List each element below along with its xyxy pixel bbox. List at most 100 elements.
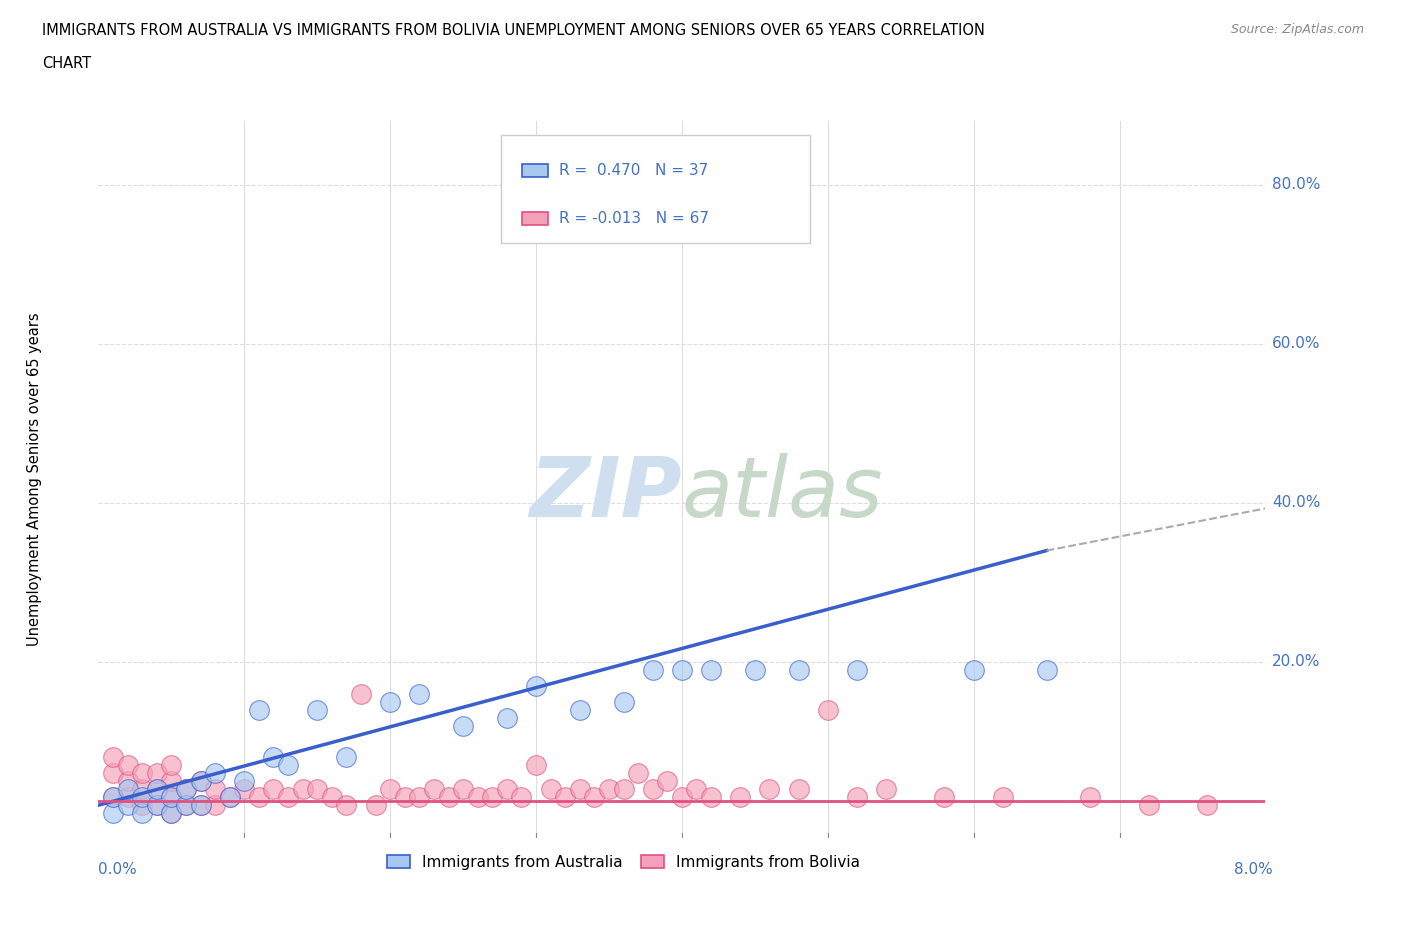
Text: 60.0%: 60.0% <box>1272 336 1320 352</box>
Point <box>496 782 519 797</box>
Text: 0.0%: 0.0% <box>98 862 138 877</box>
Point <box>131 766 153 781</box>
Point <box>277 758 299 773</box>
Point <box>101 750 124 764</box>
Point <box>190 798 212 813</box>
Text: IMMIGRANTS FROM AUSTRALIA VS IMMIGRANTS FROM BOLIVIA UNEMPLOYMENT AMONG SENIORS : IMMIGRANTS FROM AUSTRALIA VS IMMIGRANTS … <box>42 23 986 38</box>
Point <box>146 798 169 813</box>
Point <box>174 798 197 813</box>
Text: 8.0%: 8.0% <box>1233 862 1272 877</box>
Point <box>335 798 357 813</box>
Point <box>671 662 693 677</box>
Point <box>423 782 446 797</box>
Point <box>218 790 240 804</box>
Point <box>1080 790 1102 804</box>
Point <box>160 774 183 789</box>
Point <box>481 790 503 804</box>
Point <box>568 702 591 717</box>
Point <box>131 782 153 797</box>
Point <box>146 798 169 813</box>
Point <box>845 790 868 804</box>
Point <box>190 774 212 789</box>
Point <box>131 790 153 804</box>
Point <box>160 805 183 820</box>
Point <box>204 766 226 781</box>
Point <box>437 790 460 804</box>
Point <box>612 782 634 797</box>
Point <box>524 758 547 773</box>
Text: Unemployment Among Seniors over 65 years: Unemployment Among Seniors over 65 years <box>27 312 42 645</box>
Point <box>787 782 810 797</box>
Point <box>787 662 810 677</box>
Text: R = -0.013   N = 67: R = -0.013 N = 67 <box>560 211 710 226</box>
Point <box>1035 662 1057 677</box>
Point <box>451 782 474 797</box>
Point <box>262 782 284 797</box>
FancyBboxPatch shape <box>501 135 810 243</box>
Point <box>146 782 169 797</box>
Text: Source: ZipAtlas.com: Source: ZipAtlas.com <box>1230 23 1364 36</box>
Point <box>451 718 474 733</box>
Point <box>174 782 197 797</box>
Point <box>598 782 620 797</box>
Text: 40.0%: 40.0% <box>1272 496 1320 511</box>
Point <box>1137 798 1160 813</box>
Point <box>612 695 634 710</box>
Point <box>700 662 723 677</box>
Point <box>496 711 519 725</box>
Point <box>467 790 489 804</box>
Point <box>117 790 139 804</box>
Point <box>758 782 780 797</box>
Point <box>1197 798 1219 813</box>
Point <box>380 782 402 797</box>
Point <box>583 790 606 804</box>
Text: 80.0%: 80.0% <box>1272 177 1320 193</box>
Point <box>174 782 197 797</box>
Point <box>101 790 124 804</box>
Point <box>350 686 373 701</box>
Point <box>117 782 139 797</box>
Point <box>962 662 984 677</box>
Point <box>233 774 256 789</box>
Point <box>845 662 868 677</box>
Point <box>321 790 343 804</box>
Point <box>190 798 212 813</box>
Point <box>233 782 256 797</box>
Point <box>204 798 226 813</box>
Point <box>394 790 416 804</box>
Point <box>190 774 212 789</box>
Point <box>627 766 650 781</box>
Point <box>875 782 897 797</box>
Point <box>641 662 664 677</box>
Point <box>247 702 270 717</box>
Point <box>160 805 183 820</box>
Legend: Immigrants from Australia, Immigrants from Bolivia: Immigrants from Australia, Immigrants fr… <box>381 848 866 876</box>
Point <box>247 790 270 804</box>
Point <box>160 790 183 804</box>
Point <box>204 782 226 797</box>
Text: R =  0.470   N = 37: R = 0.470 N = 37 <box>560 163 709 178</box>
Point <box>408 686 430 701</box>
FancyBboxPatch shape <box>522 212 548 225</box>
Point <box>524 678 547 693</box>
Point <box>934 790 956 804</box>
Point <box>700 790 723 804</box>
Point <box>554 790 576 804</box>
Point <box>174 798 197 813</box>
Point <box>744 662 766 677</box>
Point <box>101 805 124 820</box>
Point <box>146 766 169 781</box>
Point <box>101 790 124 804</box>
Point <box>160 758 183 773</box>
Point <box>730 790 752 804</box>
Text: 20.0%: 20.0% <box>1272 655 1320 670</box>
Point <box>277 790 299 804</box>
Point <box>335 750 357 764</box>
Point <box>657 774 679 789</box>
Point <box>671 790 693 804</box>
Point <box>117 798 139 813</box>
Point <box>262 750 284 764</box>
Point <box>568 782 591 797</box>
Point <box>146 782 169 797</box>
Point <box>307 782 329 797</box>
